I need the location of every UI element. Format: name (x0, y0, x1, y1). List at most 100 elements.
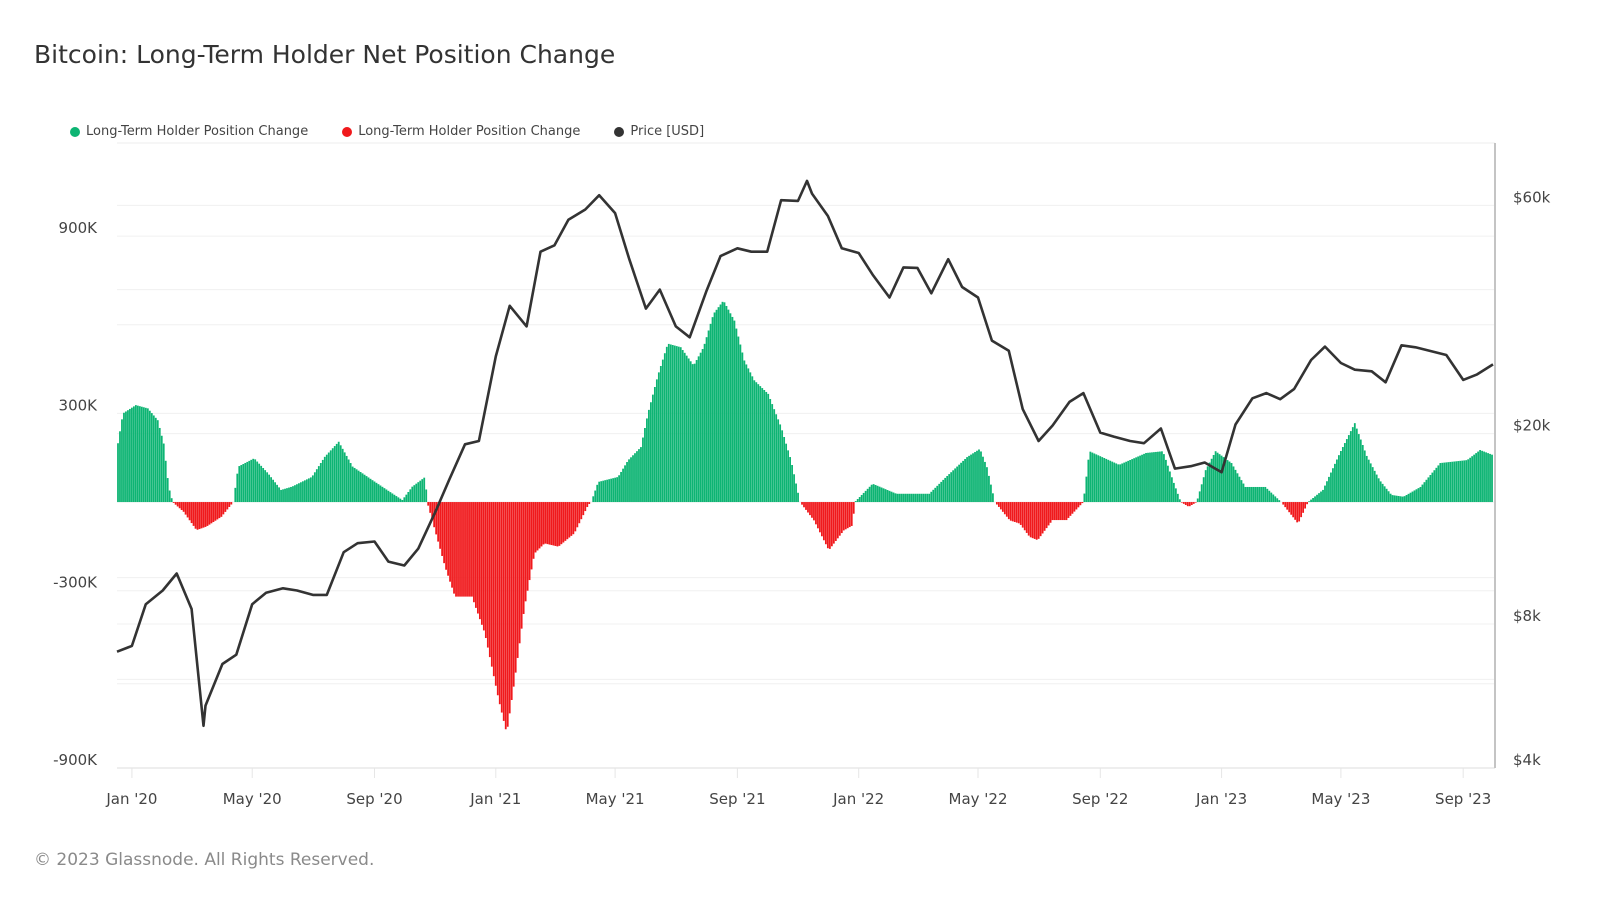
lth-bar-positive (765, 391, 768, 503)
lth-bar-negative (510, 502, 513, 700)
lth-bar-positive (1234, 469, 1237, 503)
lth-bar-negative (210, 502, 213, 524)
lth-bar-negative (220, 502, 223, 517)
lth-bar-positive (968, 455, 970, 503)
lth-bar-positive (864, 490, 867, 503)
lth-bar-positive (870, 484, 873, 503)
lth-bar-negative (178, 502, 181, 509)
lth-bar-positive (1324, 485, 1326, 503)
lth-bar-positive (952, 470, 955, 503)
lth-bar-positive (266, 472, 269, 503)
lth-bar-negative (176, 502, 179, 507)
lth-bar-positive (282, 489, 284, 503)
lth-bar-positive (1489, 453, 1491, 503)
lth-bar-positive (1232, 466, 1235, 503)
lth-bar-negative (182, 502, 185, 512)
lth-bar-negative (1073, 502, 1076, 512)
lth-bar-positive (980, 451, 982, 503)
lth-bar-negative (192, 502, 195, 526)
lth-bar-positive (731, 316, 734, 503)
lth-bar-positive (1369, 463, 1372, 503)
lth-bar-positive (1437, 465, 1440, 503)
lth-bar-positive (385, 489, 388, 503)
legend-item-lth-negative[interactable]: Long-Term Holder Position Change (342, 124, 580, 139)
x-tick-label: May '23 (1311, 790, 1370, 808)
lth-bar-positive (703, 343, 706, 503)
lth-bar-positive (884, 489, 887, 503)
lth-bar-negative (1005, 502, 1008, 517)
lth-bar-negative (1027, 502, 1030, 536)
x-tick-label: May '20 (223, 790, 282, 808)
lth-bar-negative (997, 502, 1000, 507)
lth-bar-positive (1198, 491, 1201, 503)
lth-bar-positive (1425, 479, 1428, 503)
lth-bar-positive (1455, 461, 1458, 503)
lth-bar-positive (160, 435, 163, 503)
lth-bar-negative (830, 502, 833, 547)
lth-bar-positive (1328, 476, 1330, 503)
lth-bar-positive (1393, 495, 1396, 503)
lth-bar-positive (1312, 498, 1314, 503)
lth-bar-positive (892, 492, 895, 503)
lth-bar-positive (359, 472, 362, 503)
lth-bar-positive (341, 448, 344, 503)
lth-bar-positive (944, 477, 947, 503)
lth-bar-positive (1115, 463, 1118, 503)
lth-bar-positive (1443, 462, 1446, 503)
left-tick-label: -900K (53, 751, 98, 769)
lth-bar-positive (246, 461, 249, 503)
legend-item-price[interactable]: Price [USD] (614, 124, 704, 139)
lth-bar-negative (435, 502, 438, 535)
lth-bar-positive (1334, 463, 1336, 503)
lth-bar-positive (298, 483, 300, 503)
dark-dot-icon (614, 126, 625, 137)
lth-bar-positive (685, 355, 688, 503)
lth-bar-positive (1159, 451, 1161, 503)
legend-item-lth-positive[interactable]: Long-Term Holder Position Change (70, 124, 308, 139)
lth-bar-negative (455, 502, 457, 597)
lth-bar-negative (1298, 502, 1301, 522)
lth-bar-positive (795, 483, 797, 503)
lth-bar-negative (172, 502, 175, 503)
axes: Jan '20 May '20 Sep '20 Jan '21 May '21 Sep '… (53, 143, 1551, 808)
lth-bar-positive (379, 485, 382, 503)
lth-bar-positive (604, 480, 607, 503)
lth-bar-negative (180, 502, 183, 511)
lth-bar-positive (624, 465, 626, 503)
lth-bar-negative (803, 502, 805, 508)
lth-bar-positive (912, 493, 915, 503)
lth-bar-positive (1196, 498, 1199, 503)
lth-bar-negative (588, 502, 591, 505)
lth-bar-positive (878, 486, 881, 503)
lth-bar-positive (119, 431, 121, 503)
lth-bar-negative (484, 502, 487, 639)
lth-bar-positive (1355, 428, 1358, 503)
lth-bar-positive (882, 488, 885, 503)
lth-bar-positive (769, 398, 772, 503)
lth-bar-negative (216, 502, 219, 520)
lth-bar-positive (978, 449, 980, 503)
lth-bar-positive (1170, 477, 1173, 503)
lth-bar-negative (228, 502, 231, 507)
lth-bar-negative (815, 502, 817, 525)
lth-bar-positive (1204, 470, 1207, 503)
gridlines (117, 142, 1495, 769)
lth-bar-positive (1208, 462, 1211, 503)
lth-bar-positive (1481, 450, 1483, 503)
lth-bar-negative (194, 502, 197, 529)
lth-bar-positive (329, 450, 332, 503)
lth-bar-negative (447, 502, 449, 576)
lth-bar-positive (242, 463, 245, 503)
lth-bar-positive (333, 446, 336, 503)
lth-bar-positive (705, 337, 708, 503)
lth-bar-negative (850, 502, 853, 526)
lth-bar-positive (1095, 454, 1098, 503)
lth-bar-negative (1039, 502, 1042, 537)
lth-bar-positive (288, 487, 290, 503)
lth-bar-negative (1043, 502, 1046, 531)
lth-bar-negative (834, 502, 837, 541)
lth-bar-negative (1051, 502, 1054, 521)
lth-bar-positive (1244, 486, 1247, 503)
lth-bar-positive (1413, 490, 1416, 503)
lth-bar-positive (1439, 463, 1442, 503)
